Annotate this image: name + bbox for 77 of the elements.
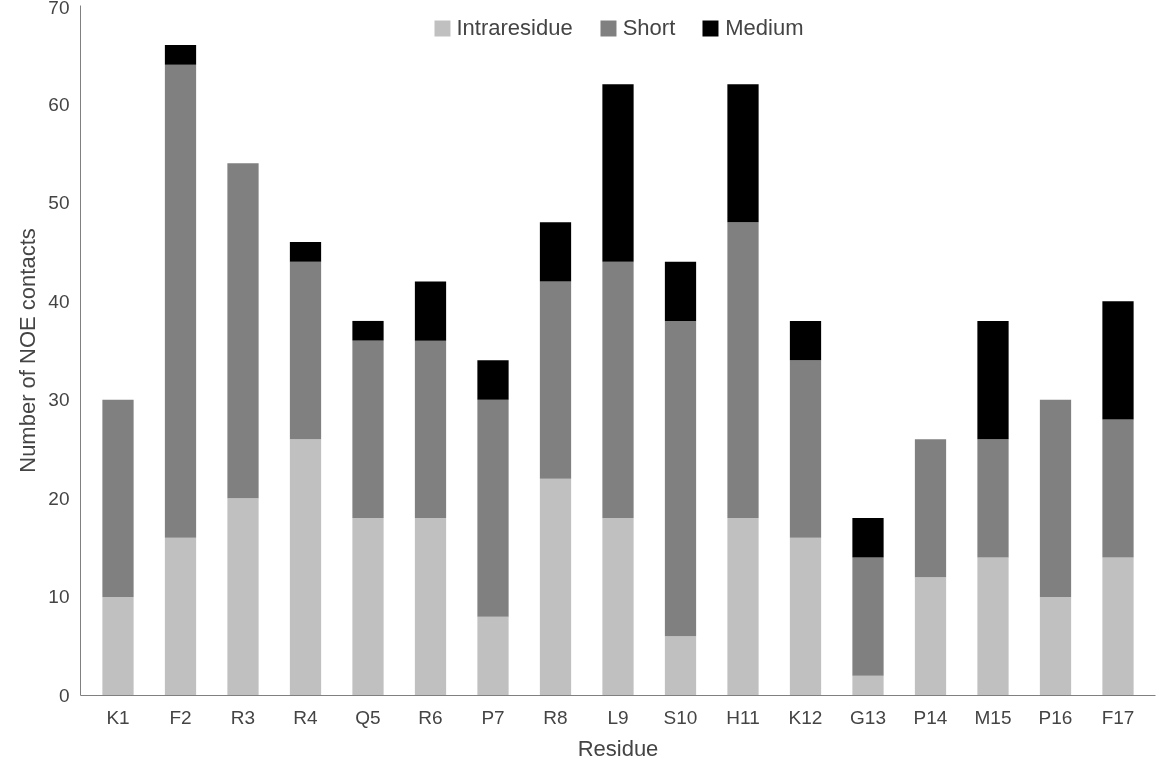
bar [914, 439, 947, 578]
bar [914, 577, 947, 696]
x-tick-label: M15 [974, 706, 1012, 728]
x-tick-label: H11 [726, 706, 760, 728]
bar [102, 399, 134, 597]
bar [352, 518, 384, 696]
bar [477, 360, 509, 400]
x-tick-label: R4 [293, 706, 319, 728]
x-tick-label: K12 [788, 706, 823, 728]
y-axis-title: Number of NOE contacts [15, 228, 41, 473]
bar [414, 281, 447, 341]
y-tick-label: 60 [48, 93, 70, 115]
bar [164, 64, 197, 538]
bar [414, 518, 447, 696]
bar [227, 163, 259, 499]
bar [539, 281, 572, 479]
bar [352, 320, 384, 341]
x-tick-label: R8 [543, 706, 568, 728]
x-tick-label: R3 [230, 706, 256, 728]
bar [852, 557, 884, 676]
y-tick-label: 50 [48, 192, 70, 214]
legend-label: Medium [725, 15, 804, 41]
y-tick-label: 0 [58, 685, 70, 706]
bar [602, 84, 634, 262]
y-tick-label: 70 [48, 0, 70, 18]
y-tick-label: 30 [48, 389, 70, 411]
bar [477, 399, 509, 617]
bar [289, 261, 322, 440]
bar [539, 222, 572, 282]
bar [1039, 596, 1072, 696]
bar [164, 537, 197, 696]
bar [852, 518, 884, 558]
bar [602, 518, 634, 696]
x-axis-title: Residue [577, 735, 659, 761]
bar [664, 636, 697, 696]
bar [1102, 301, 1134, 420]
x-tick-label: G13 [850, 706, 886, 728]
x-tick-label: P14 [913, 706, 948, 728]
x-tick-label: K1 [106, 706, 130, 728]
bar [227, 498, 259, 696]
bar [1102, 419, 1134, 558]
bar [352, 340, 384, 519]
bar [289, 439, 322, 696]
x-tick-label: F2 [169, 706, 192, 728]
y-tick-label: 40 [48, 290, 70, 312]
bar [1039, 399, 1072, 597]
legend-label: Intraresidue [456, 15, 573, 41]
x-tick-label: F17 [1101, 706, 1135, 728]
bar [789, 360, 822, 538]
y-tick-label: 20 [48, 487, 70, 509]
legend-label: Short [622, 15, 676, 41]
bar [1102, 557, 1134, 696]
bar [789, 320, 822, 361]
bar [289, 242, 322, 262]
bar [602, 261, 634, 519]
bar [727, 518, 759, 696]
bar [102, 596, 134, 696]
bar [977, 557, 1009, 696]
bar [164, 44, 197, 65]
y-tick-label: 10 [48, 586, 70, 608]
bar [727, 84, 759, 223]
bar [477, 616, 509, 696]
x-tick-label: P16 [1038, 706, 1073, 728]
bar [977, 320, 1009, 440]
bar [664, 320, 697, 637]
x-tick-label: P7 [481, 706, 505, 728]
x-tick-label: L9 [607, 706, 629, 728]
bar [852, 675, 884, 696]
bar [727, 222, 759, 519]
bar [977, 439, 1009, 558]
x-tick-label: S10 [663, 706, 698, 728]
bar [664, 261, 697, 321]
x-tick-label: R6 [418, 706, 443, 728]
bar [414, 340, 447, 519]
bar [539, 478, 572, 696]
bar [789, 537, 822, 696]
x-tick-label: Q5 [355, 706, 381, 728]
